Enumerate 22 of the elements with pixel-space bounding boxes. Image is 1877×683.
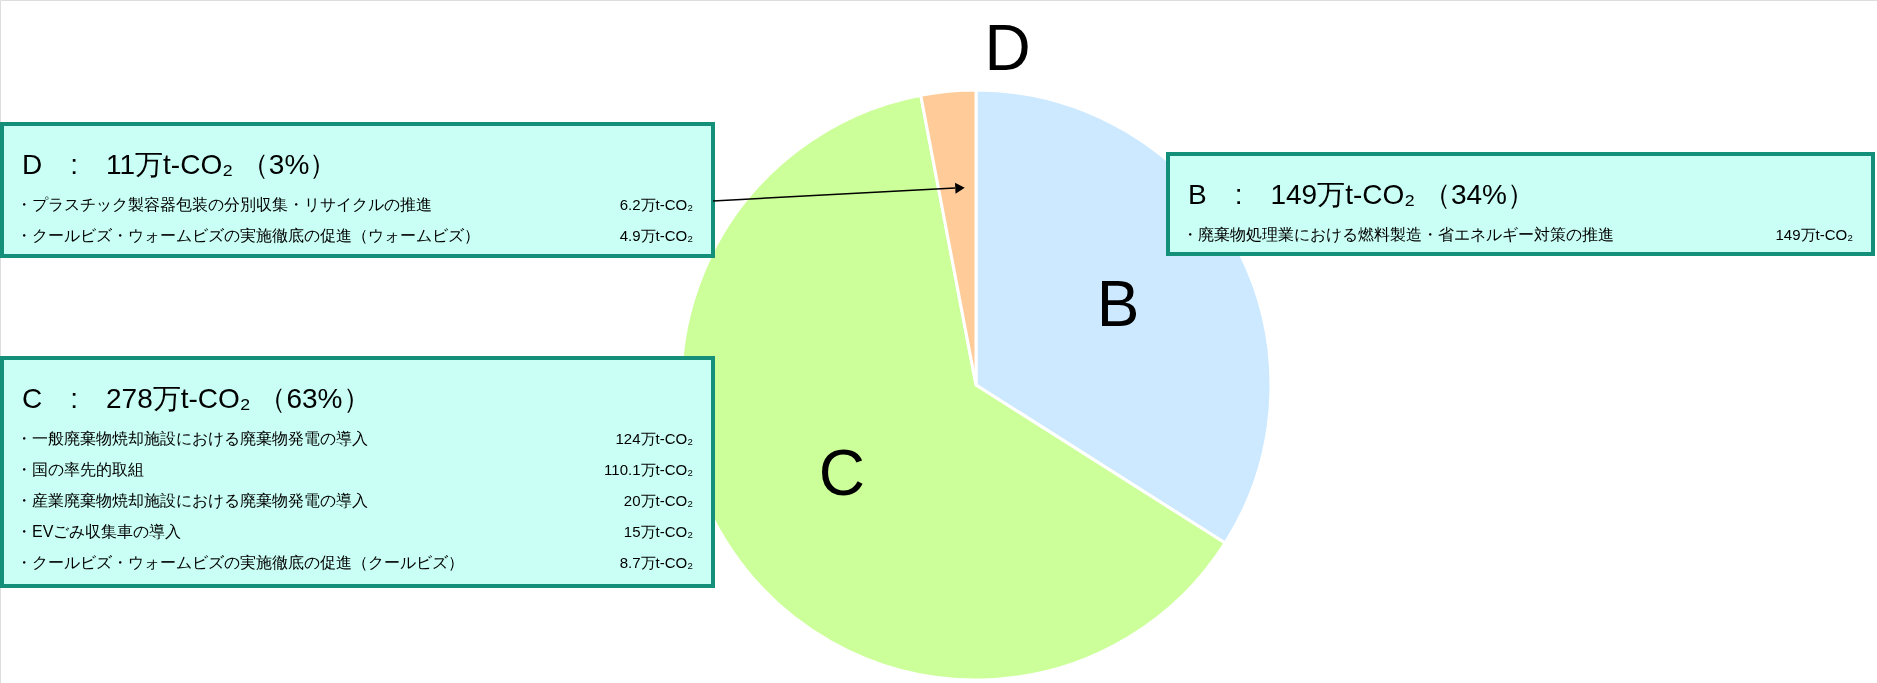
text: ・EVごみ収集車の導入 — [16, 523, 182, 540]
text: B : 149万t-CO₂ （34%） — [1188, 179, 1535, 210]
text: C : 278万t-CO₂ （63%） — [22, 383, 371, 414]
text: ・一般廃棄物焼却施設における廃棄物発電の導入 — [16, 430, 368, 447]
text: 4.9万t-CO₂ — [619, 227, 694, 244]
text: ・産業廃棄物焼却施設における廃棄物発電の導入 — [16, 492, 368, 509]
text: ・廃棄物処理業における燃料製造・省エネルギー対策の推進 — [1182, 226, 1614, 243]
text: 8.7万t-CO₂ — [619, 554, 694, 571]
text: ・プラスチック製容器包装の分別収集・リサイクルの推進 — [16, 196, 432, 213]
text: 15万t-CO₂ — [623, 523, 694, 540]
text: 20万t-CO₂ — [623, 492, 694, 509]
text: ・国の率先的取組 — [16, 461, 144, 478]
slice-label: C — [818, 437, 865, 510]
slice-label: B — [1096, 267, 1140, 340]
slice-label: D — [984, 12, 1031, 85]
text: ・クールビズ・ウォームビズの実施徹底の促進（ウォームビズ） — [16, 227, 480, 244]
text: 149万t-CO₂ — [1775, 226, 1854, 243]
text: ・クールビズ・ウォームビズの実施徹底の促進（クールビズ） — [16, 554, 464, 571]
text: 110.1万t-CO₂ — [604, 461, 694, 478]
text: D : 11万t-CO₂ （3%） — [22, 149, 338, 180]
text: 124万t-CO₂ — [615, 430, 694, 447]
text: 6.2万t-CO₂ — [619, 196, 694, 213]
